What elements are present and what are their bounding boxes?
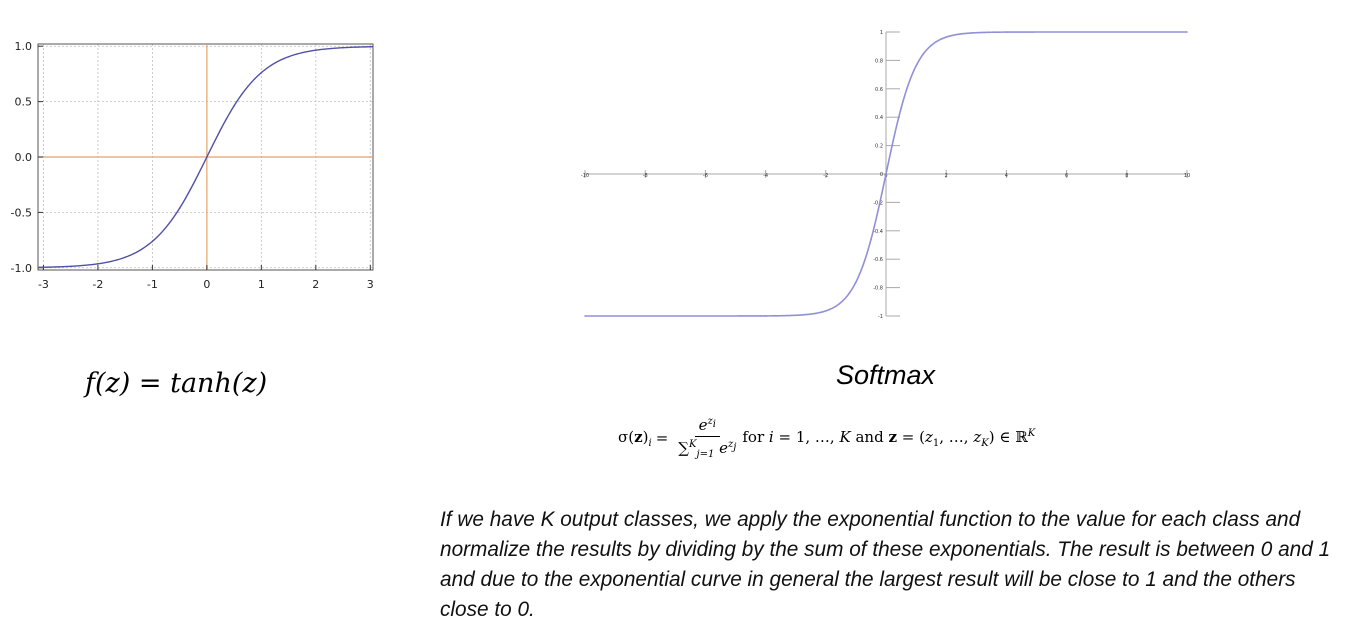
y-tick-label: 0.2: [875, 144, 883, 150]
softmax-chart: -10 -8 -6 -4 -2 0 2 4 6 8 1010.80.60.40.20-0.2-0.4…: [581, 30, 1190, 320]
y-tick-label: 0.5: [15, 96, 33, 109]
x-tick-label: -1: [147, 278, 158, 291]
softmax-point: [1005, 31, 1008, 33]
softmax-condition: for i = 1, …, K and z = (z1, …, zK) ∈ ℝK: [742, 427, 1036, 449]
tanh-curve: [37, 46, 374, 269]
softmax-title: Softmax: [836, 360, 936, 390]
x-tick-label: 0: [203, 278, 210, 291]
softmax-formula: σ(z)i = ezi ∑Kj=1 ezj for i = 1, …, K an…: [618, 416, 1035, 460]
x-tick-label: 2: [312, 278, 319, 291]
softmax-point: [764, 315, 767, 317]
x-tick-label: 8: [1125, 173, 1128, 179]
softmax-point: [885, 173, 887, 175]
tanh-point: [369, 45, 372, 48]
x-tick-label: 2: [945, 173, 948, 179]
x-tick-label: 4: [1005, 173, 1008, 179]
x-tick-label: -3: [38, 278, 49, 291]
softmax-eq: =: [655, 429, 669, 447]
softmax-lhs: σ(z)i: [618, 427, 652, 449]
y-tick-label: -0.6: [873, 257, 883, 263]
softmax-point: [794, 314, 797, 317]
x-tick-label: 1: [258, 278, 265, 291]
softmax-point: [930, 44, 932, 47]
softmax-point: [855, 281, 857, 284]
softmax-point: [870, 238, 872, 241]
tanh-point: [315, 49, 317, 52]
tanh-point: [42, 266, 45, 269]
tanh-point: [206, 156, 208, 158]
softmax-denominator: ∑Kj=1 ezj: [678, 439, 737, 460]
y-tick-label: 1.0: [15, 40, 33, 53]
y-tick-label: 0.8: [875, 58, 883, 64]
y-tick-label: 0: [880, 172, 883, 178]
y-tick-label: -0.8: [873, 286, 883, 292]
tanh-point: [233, 105, 235, 107]
y-tick-label: -0.4: [873, 229, 883, 235]
x-tick-label: -6: [703, 173, 708, 179]
y-tick-label: 1: [880, 30, 883, 36]
tanh-point: [97, 262, 99, 265]
x-tick-label: 3: [367, 278, 374, 291]
tanh-formula: f(z) = tanh(z): [85, 368, 267, 399]
tanh-point: [124, 256, 126, 259]
softmax-point: [945, 36, 947, 38]
tanh-formula-lhs: f(z): [85, 368, 131, 399]
softmax-point: [1186, 31, 1188, 33]
x-tick-label: -10: [581, 173, 589, 179]
y-tick-label: 0.4: [875, 115, 883, 121]
softmax-point: [840, 301, 842, 304]
x-tick-label: -4: [763, 173, 768, 179]
softmax-point: [900, 107, 902, 110]
x-tick-label: 6: [1065, 173, 1068, 179]
softmax-description: If we have K output classes, we apply th…: [440, 508, 1331, 621]
tanh-point: [69, 265, 72, 268]
tanh-point: [178, 207, 181, 209]
tanh-chart: -3 -2 -1 0 1 2 3 1.0 0.5 0.0 -0.5 -1.0: [11, 40, 374, 291]
softmax-point: [975, 31, 978, 34]
tanh-point: [151, 240, 154, 243]
softmax-point: [915, 64, 917, 67]
softmax-point: [584, 315, 586, 317]
y-tick-label: -1.0: [11, 262, 32, 275]
y-tick-label: 0.6: [875, 87, 883, 93]
x-tick-label: -2: [92, 278, 103, 291]
x-tick-label: 10: [1184, 173, 1190, 179]
tanh-formula-rhs: tanh(z): [170, 368, 268, 399]
tanh-formula-equals: =: [138, 368, 162, 399]
x-tick-label: -2: [823, 173, 828, 179]
y-tick-label: -0.5: [11, 206, 32, 219]
y-tick-label: -1: [878, 314, 883, 320]
tanh-point: [342, 46, 344, 49]
tanh-point: [287, 55, 290, 58]
softmax-point: [825, 310, 827, 312]
y-tick-label: -0.2: [873, 200, 883, 206]
softmax-numerator: ezi: [694, 416, 720, 437]
y-tick-label: 0.0: [15, 151, 33, 164]
tanh-point: [260, 71, 263, 74]
softmax-fraction: ezi ∑Kj=1 ezj: [678, 416, 736, 460]
x-tick-label: -8: [643, 173, 648, 179]
